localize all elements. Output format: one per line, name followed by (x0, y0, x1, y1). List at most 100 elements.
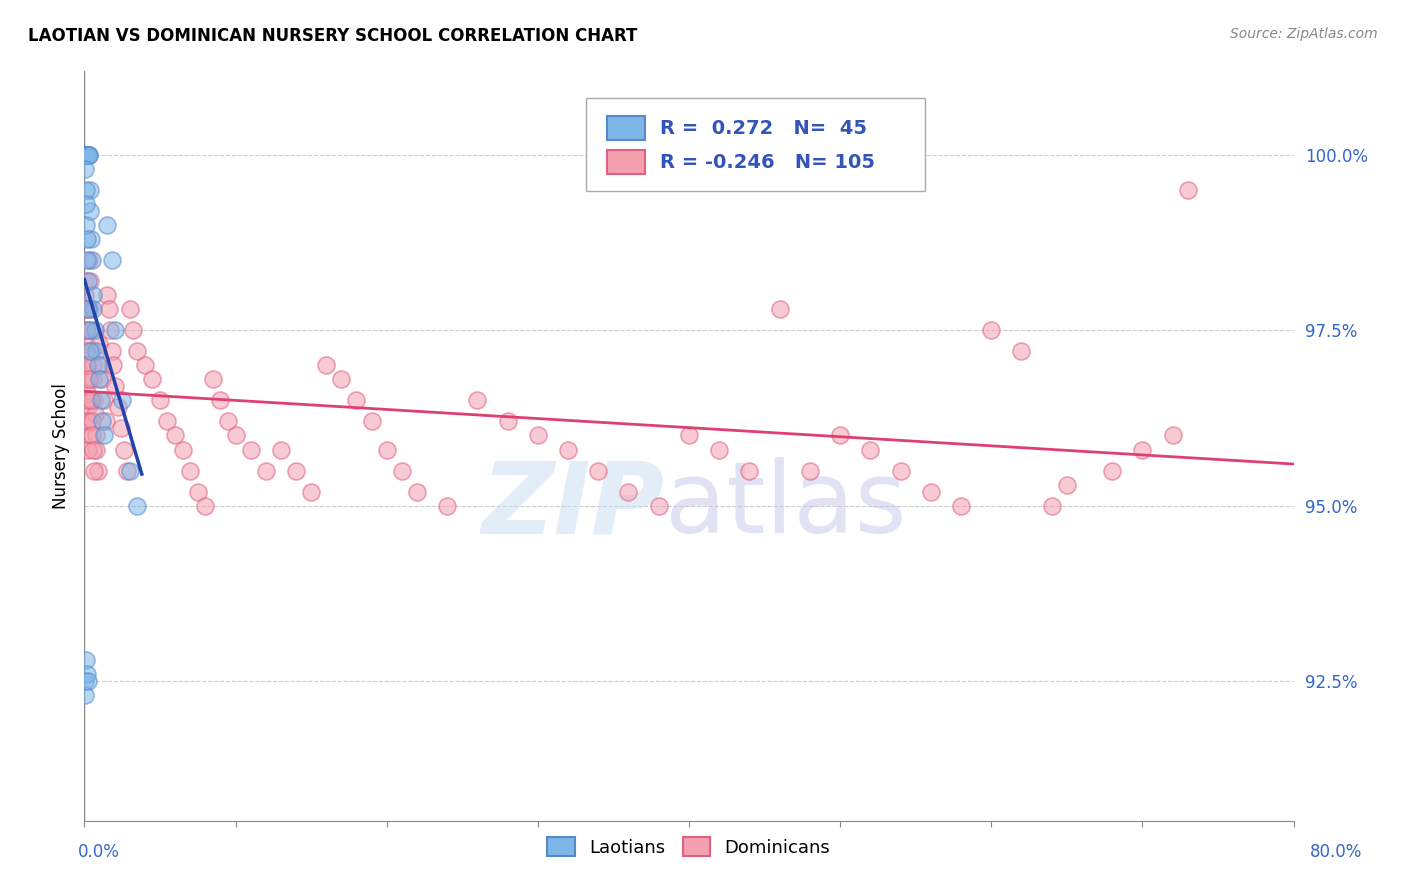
Point (84, 408, 107, 422)
Point (588, 463, 610, 477)
Point (77, 253, 100, 268)
Point (77, 148, 100, 162)
Point (76, 148, 98, 162)
Point (80, 323, 103, 337)
Point (76, 148, 98, 162)
Point (89, 337, 111, 351)
Point (201, 372, 224, 386)
Point (75, 288, 97, 302)
Point (799, 463, 821, 477)
Point (285, 463, 308, 477)
Point (165, 428, 187, 442)
Point (77, 428, 100, 442)
Point (76, 386, 98, 401)
Point (86, 442, 108, 457)
Point (77, 372, 100, 386)
Point (91, 372, 114, 386)
Point (76, 148, 98, 162)
Point (98, 323, 121, 337)
Point (1101, 463, 1123, 477)
Point (80, 393, 103, 408)
Point (104, 323, 127, 337)
Point (617, 484, 640, 499)
Point (79, 275, 101, 289)
Point (83, 463, 105, 477)
Text: ZIP: ZIP (482, 458, 665, 555)
Point (76, 148, 98, 162)
Point (77, 415, 100, 429)
Point (75, 337, 97, 351)
Point (80, 232, 103, 246)
Point (91, 415, 114, 429)
Point (75, 323, 97, 337)
Point (87, 463, 110, 477)
Point (89, 372, 111, 386)
Point (93, 393, 115, 408)
Point (830, 428, 852, 442)
Point (950, 499, 973, 513)
Point (79, 183, 101, 197)
Point (79, 204, 101, 219)
Point (101, 359, 124, 373)
Point (115, 463, 138, 477)
Point (270, 442, 292, 457)
Point (127, 344, 149, 359)
Point (77, 442, 100, 457)
Point (90, 359, 112, 373)
Point (527, 428, 550, 442)
Point (738, 463, 761, 477)
Point (391, 463, 413, 477)
Point (76, 219, 98, 233)
Point (76, 401, 98, 415)
Point (406, 484, 429, 499)
Point (890, 463, 912, 477)
Text: Source: ZipAtlas.com: Source: ZipAtlas.com (1230, 27, 1378, 41)
Bar (607, 150, 645, 174)
Y-axis label: Nursery School: Nursery School (52, 383, 70, 509)
Point (93, 428, 115, 442)
Point (187, 484, 209, 499)
Point (209, 393, 232, 408)
Point (80, 344, 103, 359)
Point (77, 323, 100, 337)
Legend: Laotians, Dominicans: Laotians, Dominicans (540, 830, 838, 864)
Point (100, 344, 122, 359)
Point (134, 359, 156, 373)
Point (75, 183, 97, 197)
Point (82, 372, 104, 386)
Point (709, 442, 731, 457)
Point (75, 148, 97, 162)
Point (75, 148, 97, 162)
Point (239, 442, 262, 457)
Text: atlas: atlas (665, 458, 907, 555)
Text: 80.0%: 80.0% (1309, 843, 1362, 861)
Point (330, 372, 353, 386)
Point (75, 302, 97, 317)
Point (100, 253, 122, 268)
Point (111, 393, 134, 408)
Point (1177, 183, 1199, 197)
FancyBboxPatch shape (586, 97, 925, 191)
Point (97, 302, 120, 317)
Point (104, 379, 127, 393)
Point (360, 415, 382, 429)
Point (79, 344, 101, 359)
Point (83, 393, 105, 408)
Point (77, 148, 100, 162)
Point (557, 442, 579, 457)
Point (1040, 499, 1063, 513)
Point (179, 463, 201, 477)
Point (172, 442, 194, 457)
Point (75, 162, 97, 177)
Text: 0.0%: 0.0% (77, 843, 120, 861)
Point (80, 415, 103, 429)
Point (769, 302, 792, 317)
Point (82, 359, 104, 373)
Point (110, 421, 132, 435)
Point (121, 323, 143, 337)
Point (75, 688, 97, 702)
Point (107, 401, 129, 415)
Point (76, 673, 98, 688)
Point (436, 499, 458, 513)
Point (1132, 442, 1154, 457)
